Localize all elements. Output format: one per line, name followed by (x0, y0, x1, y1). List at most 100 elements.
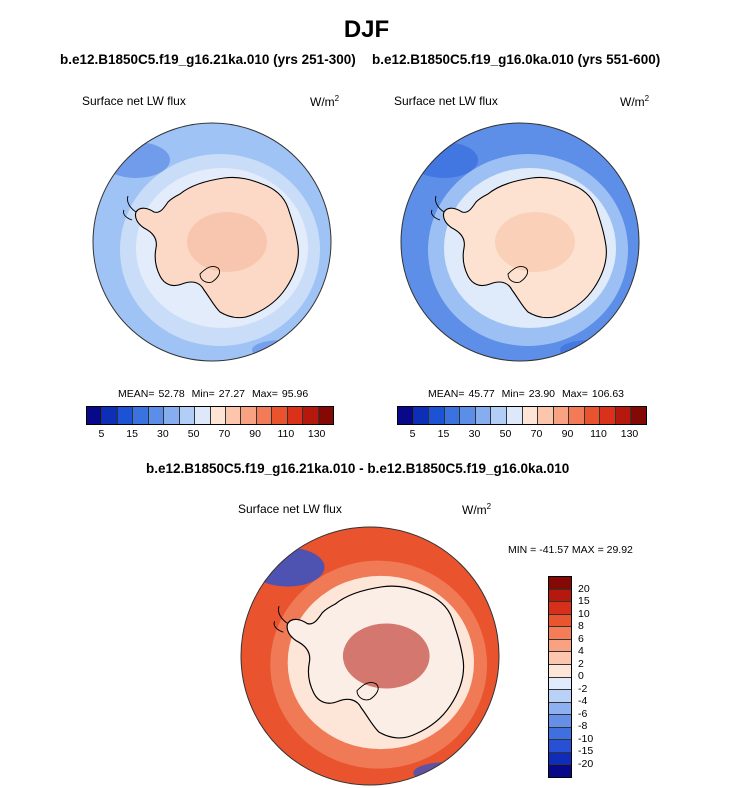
map-border (92, 122, 332, 362)
colorbar-tick-label: 20 (578, 582, 590, 595)
colorbar-tick-label: 130 (620, 428, 639, 440)
colorbar-swatch (549, 740, 571, 753)
deep-patch (413, 762, 479, 784)
colorbar-tick-label: 6 (578, 632, 584, 645)
colorbar-swatch (444, 407, 461, 424)
colorbar-swatch (195, 407, 211, 424)
difference-colorbar-ticks: 20 15 10 8 6 4 2 0 -2 -4 -6 -8 -10 -15 -20 (578, 576, 618, 776)
deep-patch (410, 142, 478, 178)
colorbar-tick-label: 90 (249, 428, 261, 440)
colorbar-tick-label: 70 (218, 428, 231, 440)
colorbar-tick-label: 5 (98, 428, 105, 440)
panel2-field-label: Surface net LW flux (394, 94, 498, 108)
colorbar-swatch (631, 407, 646, 424)
colorbar-swatch (491, 407, 507, 424)
interior-patch (187, 212, 267, 272)
colorbar-tick-label: -4 (578, 695, 588, 707)
colorbar-swatch (549, 702, 571, 716)
colorbar-tick-label: 110 (277, 428, 295, 440)
colorbar-tick-label: 70 (530, 428, 543, 440)
colorbar-tick-label: 50 (187, 428, 200, 440)
colorbar-tick-label: 10 (578, 607, 590, 620)
colorbar-tick-label: -8 (578, 720, 588, 732)
difference-minmax: MIN = -41.57 MAX = 29.92 (508, 544, 633, 556)
colorbar-swatch (179, 407, 196, 424)
colorbar-swatch (549, 602, 571, 615)
panel1-stats: MEAN= 52.78 Min= 27.27 Max= 95.96 (118, 388, 309, 400)
ice-shelf-outline (356, 681, 379, 701)
figure-title: DJF (343, 16, 390, 43)
colorbar-swatch (549, 727, 571, 741)
colorbar-tick-label: -15 (578, 745, 594, 757)
colorbar-swatch (538, 407, 554, 424)
colorbar-swatch (569, 407, 585, 424)
colorbar-swatch (549, 627, 571, 640)
colorbar-swatch (429, 407, 445, 424)
colorbar-tick-label: 4 (578, 645, 584, 657)
panel1-field-label: Surface net LW flux (82, 94, 186, 108)
colorbar-tick-label: 2 (578, 657, 584, 670)
colorbar-swatch (256, 407, 273, 424)
colorbar-swatch (398, 407, 414, 424)
map-border (400, 122, 640, 362)
colorbar-tick-label: 0 (578, 670, 584, 682)
colorbar-tick-label: 110 (590, 428, 607, 440)
colorbar-swatch (600, 407, 616, 424)
ice-shelf-outline (507, 265, 529, 283)
colorbar-tick-label: 5 (409, 428, 416, 440)
colorbar-swatch (148, 407, 165, 424)
colorbar-swatch (413, 407, 430, 424)
peninsula-outline (273, 606, 288, 633)
colorbar-swatch (164, 407, 180, 424)
panel2-colorbar (397, 406, 647, 425)
interior-patch (495, 212, 575, 272)
colorbar-tick-label: 30 (468, 428, 481, 440)
colorbar-swatch (460, 407, 476, 424)
colorbar-tick-label: 15 (437, 428, 450, 440)
panel2-colorbar-ticks: 5 15 30 50 70 90 110 130 (397, 428, 645, 442)
colorbar-swatch (584, 407, 601, 424)
colorbar-tick-label: 50 (499, 428, 512, 440)
colorbar-tick-label: -10 (578, 732, 594, 745)
colorbar-tick-label: -2 (578, 682, 588, 695)
colorbar-swatch (549, 652, 571, 665)
colorbar-tick-label: 15 (578, 595, 590, 607)
panel2-case-title: b.e12.B1850C5.f19_g16.0ka.010 (yrs 551-6… (372, 52, 661, 67)
panel2-polar-map (400, 122, 640, 362)
coastline (286, 585, 465, 739)
colorbar-swatch (117, 407, 134, 424)
difference-title: b.e12.B1850C5.f19_g16.21ka.010 - b.e12.B… (146, 461, 570, 476)
deep-patch (102, 142, 170, 178)
colorbar-swatch (241, 407, 257, 424)
colorbar-swatch (272, 407, 288, 424)
colorbar-tick-label: -6 (578, 707, 588, 720)
difference-field-label: Surface net LW flux (238, 502, 342, 516)
colorbar-tick-label: 90 (561, 428, 574, 440)
colorbar-tick-label: 30 (157, 428, 169, 440)
colorbar-swatch (553, 407, 570, 424)
colorbar-swatch (210, 407, 226, 424)
colorbar-tick-label: -20 (578, 757, 594, 770)
deep-patch (250, 547, 325, 587)
panel2-stats: MEAN= 45.77 Min= 23.90 Max= 106.63 (428, 388, 625, 400)
panel1-polar-map (92, 122, 332, 362)
colorbar-swatch (506, 407, 523, 424)
colorbar-swatch (549, 765, 571, 777)
colorbar-swatch (549, 664, 571, 678)
ice-shelf-outline (199, 265, 221, 283)
map-border (240, 526, 500, 786)
colorbar-swatch (549, 589, 571, 603)
colorbar-swatch (549, 577, 571, 590)
colorbar-swatch (287, 407, 304, 424)
colorbar-tick-label: 130 (307, 428, 326, 440)
interior-patch (342, 623, 430, 689)
difference-colorbar (548, 576, 572, 778)
colorbar-swatch (318, 407, 333, 424)
colorbar-swatch (102, 407, 118, 424)
panel2-units: W/m2 (620, 94, 650, 109)
colorbar-tick-label: 15 (126, 428, 138, 440)
panel1-colorbar-ticks: 5 15 30 50 70 90 110 130 (86, 428, 332, 442)
colorbar-swatch (549, 677, 571, 691)
coastline (442, 176, 607, 319)
difference-units: W/m2 (462, 502, 492, 517)
